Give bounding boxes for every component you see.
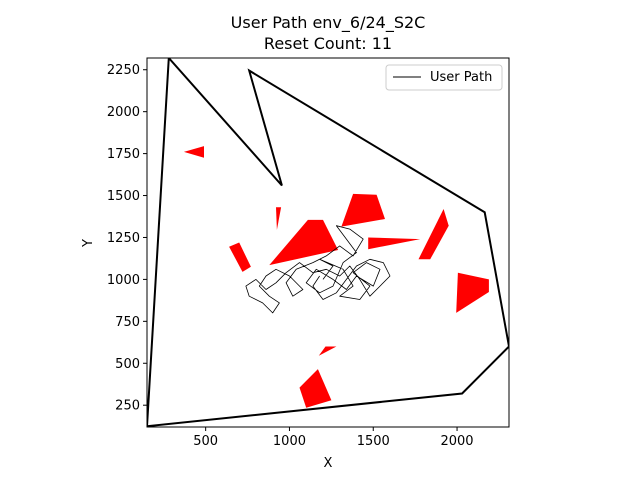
y-tick-label: 1500 xyxy=(107,189,140,204)
obstacle-3 xyxy=(229,242,251,272)
obstacle-1 xyxy=(183,146,204,158)
chart-title-line2: Reset Count: 11 xyxy=(264,34,392,53)
y-tick-label: 2250 xyxy=(107,63,140,78)
axis-ticks: 500 1000 1500 2000 250 500 750 1000 1250 1500 1750… xyxy=(107,63,474,449)
legend-box xyxy=(385,64,503,91)
plot-area xyxy=(147,58,509,427)
y-tick-label: 2000 xyxy=(107,105,140,120)
obstacle-8 xyxy=(456,272,489,313)
obstacle-10 xyxy=(299,369,332,408)
obstacle-4 xyxy=(269,219,339,266)
user-path-line xyxy=(245,225,391,314)
obstacle-2 xyxy=(276,207,282,230)
y-axis-label: Y xyxy=(81,239,96,248)
obstacle-6 xyxy=(368,237,421,250)
y-tick-label: 1250 xyxy=(107,231,140,246)
y-tick-label: 250 xyxy=(115,399,140,414)
legend-label: User Path xyxy=(430,70,492,85)
obstacle-7 xyxy=(418,209,449,260)
obstacle-9 xyxy=(318,346,337,356)
axes-frame xyxy=(146,57,510,428)
y-tick-label: 500 xyxy=(115,357,140,372)
x-tick-label: 1000 xyxy=(273,434,306,449)
y-tick-label: 750 xyxy=(115,315,140,330)
y-tick-label: 1000 xyxy=(107,273,140,288)
x-tick-label: 1500 xyxy=(357,434,390,449)
boundary-line xyxy=(147,58,509,427)
legend: User Path xyxy=(385,64,503,91)
obstacle-5 xyxy=(341,193,385,227)
x-tick-label: 500 xyxy=(193,434,218,449)
y-tick-label: 1750 xyxy=(107,147,140,162)
x-axis-label: X xyxy=(324,456,333,471)
chart-title-line1: User Path env_6/24_S2C xyxy=(231,13,426,33)
x-tick-label: 2000 xyxy=(440,434,473,449)
